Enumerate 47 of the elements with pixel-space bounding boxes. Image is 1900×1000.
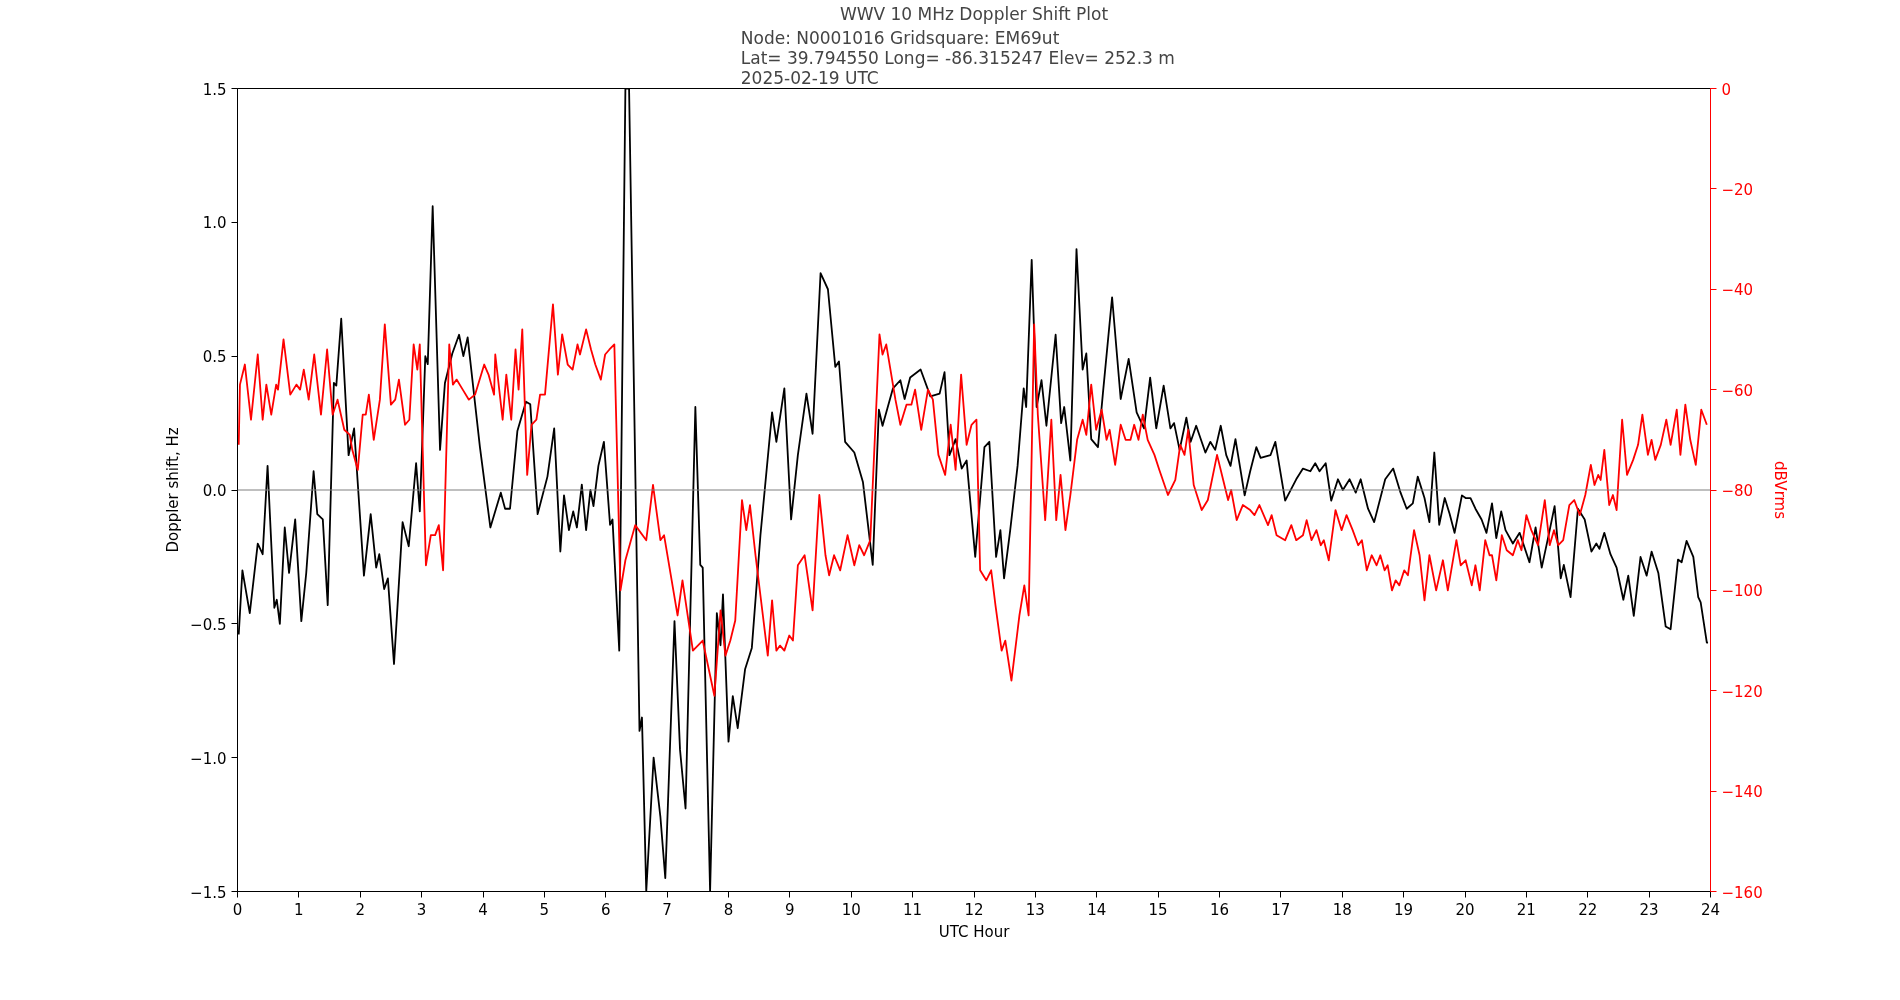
- y-tick-label: 0.5: [202, 348, 227, 367]
- x-tick-label: 16: [1209, 900, 1230, 919]
- y-tick-label: 1.0: [202, 214, 227, 233]
- y2-tick-label: −80: [1721, 482, 1754, 500]
- x-tick-label: 4: [478, 900, 488, 919]
- chart-title: WWV 10 MHz Doppler Shift Plot: [839, 3, 1109, 24]
- x-tick-label: 24: [1700, 900, 1721, 919]
- x-tick-label: 15: [1148, 900, 1168, 919]
- x-tick-label: 5: [539, 900, 550, 919]
- x-tick-label: 23: [1639, 900, 1659, 919]
- y-axis-title: Doppler shift, Hz: [164, 427, 183, 553]
- y-tick-label: −0.5: [190, 615, 227, 634]
- y2-axis-title: dBVrms: [1770, 461, 1789, 520]
- y2-tick-label: 0: [1721, 80, 1732, 99]
- x-tick-label: 11: [903, 900, 923, 919]
- x-tick-label: 14: [1087, 900, 1107, 919]
- y-tick-label: −1.5: [190, 883, 227, 902]
- y2-tick-label: −20: [1721, 180, 1754, 199]
- x-tick-label: 13: [1025, 900, 1045, 919]
- x-tick-label: 8: [723, 900, 734, 919]
- y2-tick-label: −40: [1721, 281, 1754, 300]
- x-tick-label: 20: [1455, 900, 1475, 919]
- x-tick-label: 9: [785, 900, 795, 919]
- x-axis-title: UTC Hour: [938, 922, 1011, 941]
- y2-tick-label: −160: [1721, 883, 1763, 902]
- y-tick-label: −1.0: [190, 749, 227, 768]
- x-tick-label: 12: [964, 900, 984, 919]
- x-tick-label: 22: [1578, 900, 1598, 919]
- chart-subtitle: Node: N0001016 Gridsquare: EM69ut Lat= 39.794550 Long= -86.315247 Elev= 252.3 m 2025-02-19 UTC: [740, 27, 1175, 88]
- x-tick-label: 3: [416, 900, 427, 919]
- x-tick-label: 10: [841, 900, 861, 919]
- x-tick-label: 0: [232, 900, 243, 919]
- line-series: [237, 303, 1708, 697]
- x-tick-label: 17: [1271, 900, 1291, 919]
- y2-tick-label: −60: [1721, 381, 1754, 400]
- x-tick-label: 18: [1332, 900, 1352, 919]
- y2-tick-label: −140: [1721, 783, 1763, 802]
- y-tick-label: 1.5: [202, 80, 227, 99]
- x-tick-label: 6: [600, 900, 611, 919]
- y2-tick-label: −100: [1721, 582, 1763, 601]
- x-tick-label: 19: [1394, 900, 1414, 919]
- x-tick-label: 1: [294, 900, 304, 919]
- y2-tick-label: −120: [1721, 682, 1763, 701]
- x-tick-label: 2: [355, 900, 366, 919]
- y-tick-label: 0.0: [202, 482, 227, 500]
- x-tick-label: 7: [662, 900, 672, 919]
- x-tick-label: 21: [1516, 900, 1536, 919]
